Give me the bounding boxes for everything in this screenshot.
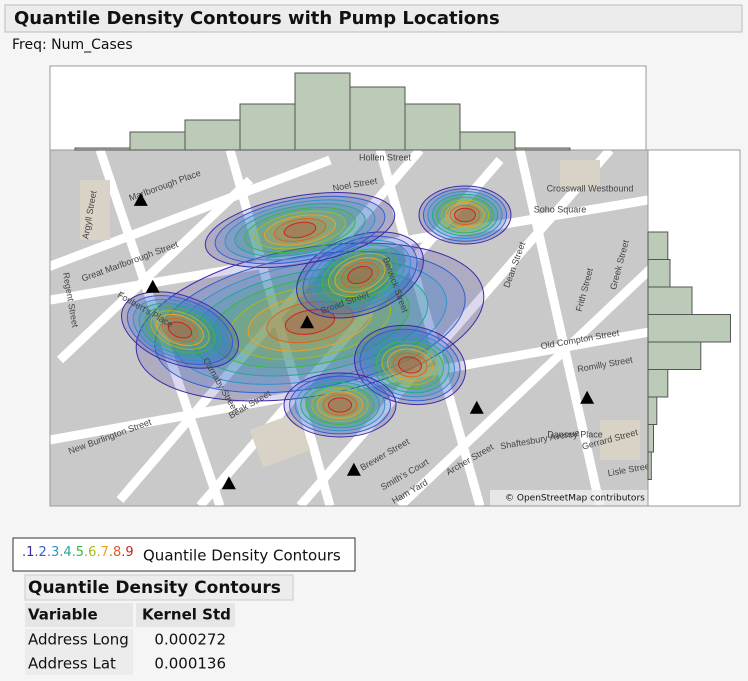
y-hist-bar — [647, 424, 654, 453]
x-hist-bar — [459, 131, 516, 151]
freq-label: Freq: Num_Cases — [12, 37, 133, 53]
contour — [316, 391, 364, 419]
contour — [340, 261, 380, 289]
y-hist-bar — [647, 314, 731, 343]
contour — [422, 188, 508, 242]
attribution-bg — [490, 490, 648, 506]
blocks — [80, 160, 640, 468]
cell: Address Lat — [28, 655, 116, 673]
pump-marker — [580, 390, 595, 404]
contour — [427, 191, 503, 239]
contour — [263, 214, 337, 246]
row-header-bg — [25, 629, 133, 675]
contour — [234, 203, 366, 257]
pump-marker — [469, 400, 484, 414]
title-bar — [4, 4, 743, 33]
report-title: Quantile Density Contours with Pump Loca… — [14, 8, 500, 29]
legend-level: .8 — [109, 545, 121, 560]
x-hist-bar — [74, 147, 131, 151]
pump-marker — [300, 315, 315, 329]
contour — [296, 231, 424, 319]
contour — [454, 207, 476, 223]
legend-level: .1 — [22, 545, 34, 560]
x-hist-bar — [239, 103, 296, 151]
contour — [144, 306, 216, 354]
contour — [224, 199, 376, 261]
contour — [244, 206, 356, 254]
contour — [156, 313, 204, 347]
table-title-bar — [24, 574, 294, 601]
x-hist-bar — [349, 86, 406, 151]
contour — [289, 375, 391, 435]
legend-level: .2 — [34, 545, 46, 560]
legend-level: .6 — [84, 545, 96, 560]
pump-marker — [145, 279, 160, 293]
y-hist-bar — [647, 259, 671, 288]
pump-marker — [133, 192, 148, 206]
y-hist-bar — [647, 451, 652, 480]
contour — [254, 210, 346, 250]
y-hist-bar — [647, 369, 669, 398]
y-hist-bar — [647, 286, 693, 315]
column-header: Kernel Std — [142, 606, 231, 624]
x-hist-bar — [184, 119, 241, 151]
contour — [294, 378, 386, 432]
x-hist-bar — [129, 131, 186, 151]
pump-marker — [221, 476, 236, 490]
y-hist-bar — [647, 231, 669, 260]
cell: 0.000272 — [154, 631, 226, 649]
contour — [370, 336, 450, 394]
street-label: Dansey Place — [547, 429, 603, 439]
legend-box — [12, 537, 356, 572]
legend-level: .7 — [96, 545, 108, 560]
x-hist-bar — [514, 147, 571, 151]
legend-level: .9 — [121, 545, 133, 560]
legend-levels: .1.2.3.4.5.6.7.8.9 — [22, 545, 134, 560]
contour — [328, 252, 392, 298]
contour — [167, 321, 193, 339]
street-label: Hollen Street — [359, 152, 412, 162]
y-hist-bar — [647, 341, 702, 370]
contour — [398, 356, 422, 374]
contour — [283, 221, 317, 239]
contour — [161, 317, 199, 343]
x-hist-bar — [294, 72, 351, 151]
contour — [445, 202, 485, 228]
contour — [321, 248, 399, 302]
contour — [347, 265, 373, 285]
contour — [381, 344, 439, 386]
contour — [334, 257, 386, 293]
legend-level: .3 — [47, 545, 59, 560]
contour — [138, 302, 222, 358]
column-header: Variable — [28, 606, 98, 624]
contour — [440, 199, 490, 231]
attribution: © OpenStreetMap contributors — [505, 494, 645, 504]
pump-marker — [346, 462, 361, 476]
legend-label: Quantile Density Contours — [143, 547, 341, 565]
table-title: Quantile Density Contours — [28, 578, 281, 598]
contour — [302, 235, 418, 315]
contour — [311, 388, 369, 422]
cell: 0.000136 — [154, 655, 226, 673]
street-label: Soho Square — [534, 204, 587, 214]
roads — [50, 150, 648, 506]
contour — [305, 384, 375, 426]
contour — [431, 193, 499, 237]
legend-level: .5 — [72, 545, 84, 560]
legend-level: .4 — [59, 545, 71, 560]
cell: Address Long — [28, 631, 129, 649]
street-label: Crosswall Westbound — [547, 183, 634, 193]
header-cell — [25, 603, 133, 627]
x-hist-bar — [404, 103, 461, 151]
contour — [353, 324, 467, 406]
y-hist-bar — [647, 396, 658, 425]
header-cell — [136, 603, 235, 627]
contour — [327, 397, 353, 413]
